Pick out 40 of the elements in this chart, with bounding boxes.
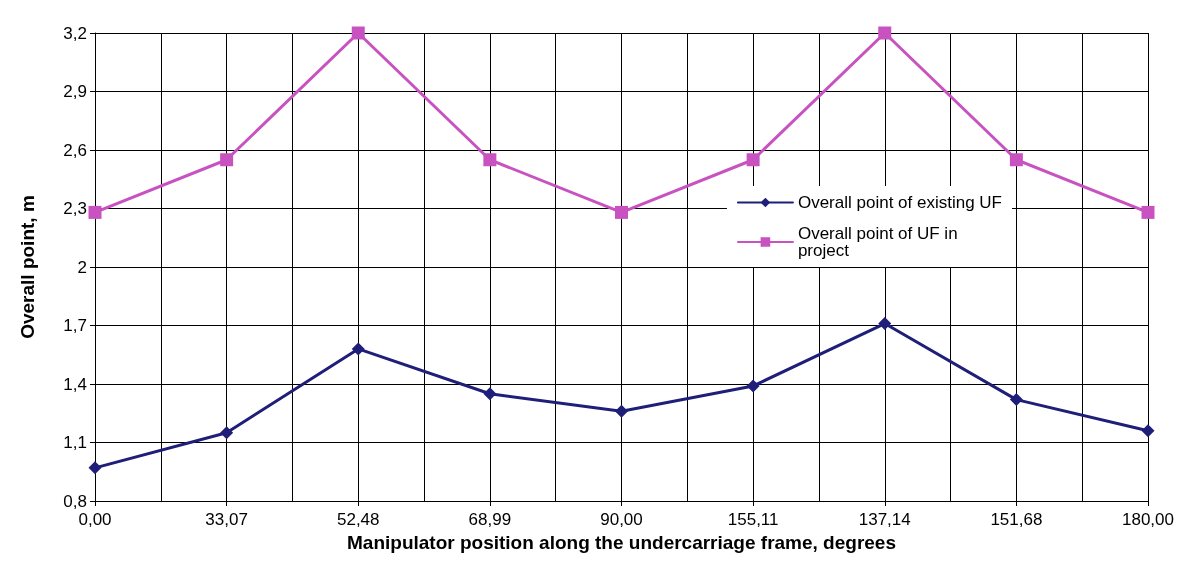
point	[351, 26, 365, 40]
point	[1009, 393, 1023, 407]
point	[88, 205, 102, 219]
y-tick-label: 2,6	[63, 140, 87, 160]
point	[878, 26, 892, 40]
point	[483, 153, 497, 167]
point	[615, 205, 628, 219]
y-tick-label: 1,1	[63, 433, 87, 452]
x-tick-label: 52,48	[336, 510, 380, 529]
y-tick-label: 1,7	[63, 316, 87, 335]
point	[351, 342, 365, 356]
y-tick-label: 3,2	[63, 23, 87, 43]
x-tick-label: 68,99	[468, 510, 512, 529]
x-tick-label: 137,14	[858, 510, 911, 529]
x-axis-title: Manipulator position along the undercarriage frame, degrees	[347, 532, 896, 553]
x-tick-label: 0,00	[78, 510, 112, 529]
point	[878, 317, 892, 331]
point	[1141, 205, 1155, 219]
point	[88, 461, 102, 475]
point	[746, 153, 760, 167]
x-tick-label: 90,00	[600, 510, 643, 529]
x-tick-label: 151,68	[990, 510, 1043, 529]
point	[483, 387, 497, 401]
y-tick-label: 2,9	[63, 82, 87, 101]
legend-label: Overall point of existing UF	[797, 193, 1003, 212]
point	[1009, 153, 1023, 167]
x-tick-label: 155,11	[727, 510, 779, 529]
x-tick-label: 33,07	[205, 510, 248, 529]
point	[220, 426, 234, 440]
point	[746, 379, 760, 393]
legend-label: Overall point of UF in project	[797, 224, 963, 260]
y-tick-label: 2	[77, 257, 87, 277]
y-tick-label: 1,4	[63, 374, 87, 394]
y-axis-title: Overall point, m	[17, 195, 38, 339]
y-tick-label: 0,8	[63, 491, 87, 511]
point	[1141, 424, 1155, 438]
point	[615, 404, 628, 418]
x-tick-label: 180,00	[1122, 510, 1174, 529]
point	[220, 153, 234, 167]
y-tick-label: 2,3	[63, 199, 87, 218]
